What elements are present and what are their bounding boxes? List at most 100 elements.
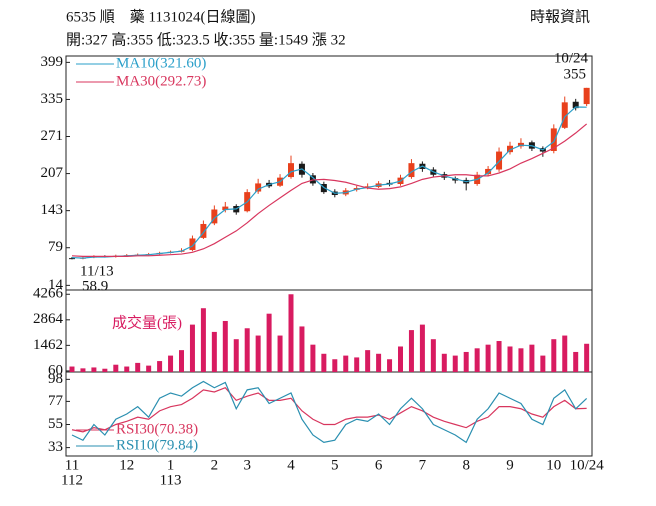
volume-bar — [113, 364, 119, 372]
legend-label: MA10(321.60) — [116, 55, 206, 71]
candle-body — [583, 87, 590, 105]
y-tick-label: 143 — [41, 202, 64, 218]
candle-body — [550, 128, 557, 151]
y-tick-label: 77 — [48, 393, 64, 409]
volume-bar — [419, 324, 425, 372]
y-tick-label: 55 — [48, 416, 63, 432]
volume-bar — [255, 335, 261, 372]
volume-label: 成交量(張) — [112, 313, 182, 331]
volume-bar — [584, 343, 590, 372]
x-tick-label: 8 — [462, 457, 470, 473]
volume-bar — [474, 348, 480, 372]
volume-bar — [551, 339, 557, 372]
candle-body — [255, 183, 262, 192]
x-year-label: 112 — [61, 472, 83, 488]
volume-bar — [69, 366, 75, 372]
candle-body — [189, 238, 196, 251]
ma-line — [71, 106, 587, 259]
volume-bar — [343, 355, 349, 372]
volume-bar — [485, 344, 491, 372]
x-tick-label: 12 — [119, 457, 134, 473]
x-tick-label: 11 — [65, 457, 79, 473]
volume-bar — [376, 353, 382, 372]
y-tick-label: 60 — [48, 362, 63, 378]
y-tick-label: 335 — [41, 91, 64, 107]
volume-bar — [365, 350, 371, 372]
volume-bar — [463, 351, 469, 372]
x-tick-label: 10/24 — [570, 457, 605, 473]
y-tick-label: 33 — [48, 439, 63, 455]
volume-bar — [507, 346, 513, 372]
volume-bar — [146, 365, 152, 372]
volume-bar — [288, 294, 294, 372]
low-value: 58.9 — [82, 278, 108, 294]
volume-bar — [529, 344, 535, 372]
volume-bar — [211, 331, 217, 372]
candle-body — [211, 209, 218, 224]
x-tick-label: 3 — [243, 457, 251, 473]
y-tick-label: 79 — [48, 239, 63, 255]
volume-bar — [124, 366, 130, 372]
volume-bar — [408, 330, 414, 372]
legend-label: RSI30(70.38) — [116, 421, 198, 437]
volume-bar — [332, 359, 338, 372]
volume-bar — [540, 355, 546, 372]
candle-body — [69, 258, 75, 260]
high-value: 355 — [564, 66, 587, 82]
volume-bar — [179, 350, 184, 372]
volume-bar — [496, 341, 502, 372]
volume-bar — [310, 344, 316, 372]
chart-title: 6535 順 藥 1131024(日線圖) — [66, 8, 255, 25]
volume-bar — [189, 324, 195, 372]
x-tick-label: 6 — [375, 457, 383, 473]
volume-bar — [562, 335, 568, 372]
y-tick-label: 2864 — [33, 311, 64, 327]
x-tick-label: 4 — [287, 457, 295, 473]
y-tick-label: 98 — [48, 371, 63, 387]
volume-bar — [168, 355, 174, 372]
rsi-line — [71, 380, 588, 444]
volume-bar — [277, 335, 283, 372]
volume-bar — [222, 320, 228, 372]
volume-bar — [573, 351, 579, 372]
volume-bar — [91, 367, 97, 372]
high-date: 10/24 — [554, 50, 589, 66]
candle-body — [572, 101, 579, 109]
x-tick-label: 9 — [506, 457, 514, 473]
y-tick-label: 207 — [41, 165, 64, 181]
volume-bar — [398, 346, 403, 372]
low-date: 11/13 — [80, 263, 114, 279]
y-tick-label: 1462 — [33, 337, 63, 353]
x-tick-label: 7 — [419, 457, 427, 473]
candle-body — [288, 163, 294, 178]
legend-label: RSI10(79.84) — [116, 437, 198, 453]
volume-bar — [102, 368, 108, 372]
candle-body — [200, 223, 207, 238]
volume-bar — [387, 359, 393, 372]
volume-bar — [354, 357, 360, 372]
x-tick-label: 2 — [211, 457, 219, 473]
y-tick-label: 271 — [41, 128, 64, 144]
volume-bar — [244, 328, 250, 372]
volume-bar — [80, 368, 86, 372]
volume-bar — [321, 353, 327, 372]
y-tick-label: 4266 — [33, 286, 64, 302]
y-tick-label: 399 — [41, 54, 64, 70]
volume-bar — [430, 339, 436, 372]
legend-label: MA30(292.73) — [116, 73, 206, 89]
x-tick-label: 5 — [331, 457, 339, 473]
x-tick-label: 1 — [167, 457, 175, 473]
rsi-line — [71, 387, 587, 433]
volume-bar — [441, 353, 447, 372]
y-tick-label: 14 — [48, 277, 64, 293]
volume-bar — [135, 362, 141, 372]
volume-bar — [157, 361, 163, 372]
subtitle: 開:327 高:355 低:323.5 收:355 量:1549 漲 32 — [66, 31, 346, 48]
source: 時報資訊 — [530, 8, 590, 25]
volume-bar — [200, 308, 206, 372]
x-tick-label: 10 — [546, 457, 561, 473]
volume-bar — [518, 348, 524, 372]
volume-bar — [266, 313, 272, 372]
candle-body — [408, 163, 415, 178]
